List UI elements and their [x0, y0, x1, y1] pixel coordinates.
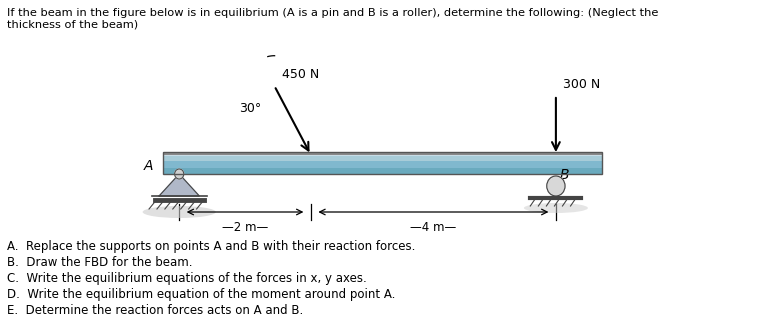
- Bar: [163, 162, 601, 168]
- Text: —2 m—: —2 m—: [222, 221, 268, 234]
- Bar: [163, 152, 601, 156]
- Text: B: B: [559, 168, 569, 182]
- Text: 300 N: 300 N: [563, 78, 601, 91]
- Text: C.  Write the equilibrium equations of the forces in x, y axes.: C. Write the equilibrium equations of th…: [8, 272, 367, 285]
- Text: If the beam in the figure below is in equilibrium (A is a pin and B is a roller): If the beam in the figure below is in eq…: [8, 8, 659, 29]
- Ellipse shape: [524, 203, 588, 213]
- Circle shape: [547, 176, 565, 196]
- Text: B.  Draw the FBD for the beam.: B. Draw the FBD for the beam.: [8, 256, 193, 269]
- Text: 450 N: 450 N: [282, 68, 319, 81]
- Circle shape: [175, 169, 184, 179]
- Bar: [163, 156, 601, 162]
- Text: E.  Determine the reaction forces acts on A and B.: E. Determine the reaction forces acts on…: [8, 304, 303, 317]
- Text: A.  Replace the supports on points A and B with their reaction forces.: A. Replace the supports on points A and …: [8, 240, 416, 253]
- Text: D.  Write the equilibrium equation of the moment around point A.: D. Write the equilibrium equation of the…: [8, 288, 396, 301]
- Polygon shape: [159, 174, 199, 196]
- Bar: [163, 168, 601, 174]
- Bar: [163, 152, 601, 155]
- Text: —4 m—: —4 m—: [410, 221, 457, 234]
- Text: A: A: [144, 159, 154, 173]
- Text: 30°: 30°: [240, 102, 262, 115]
- Bar: [163, 152, 601, 174]
- Ellipse shape: [143, 206, 215, 218]
